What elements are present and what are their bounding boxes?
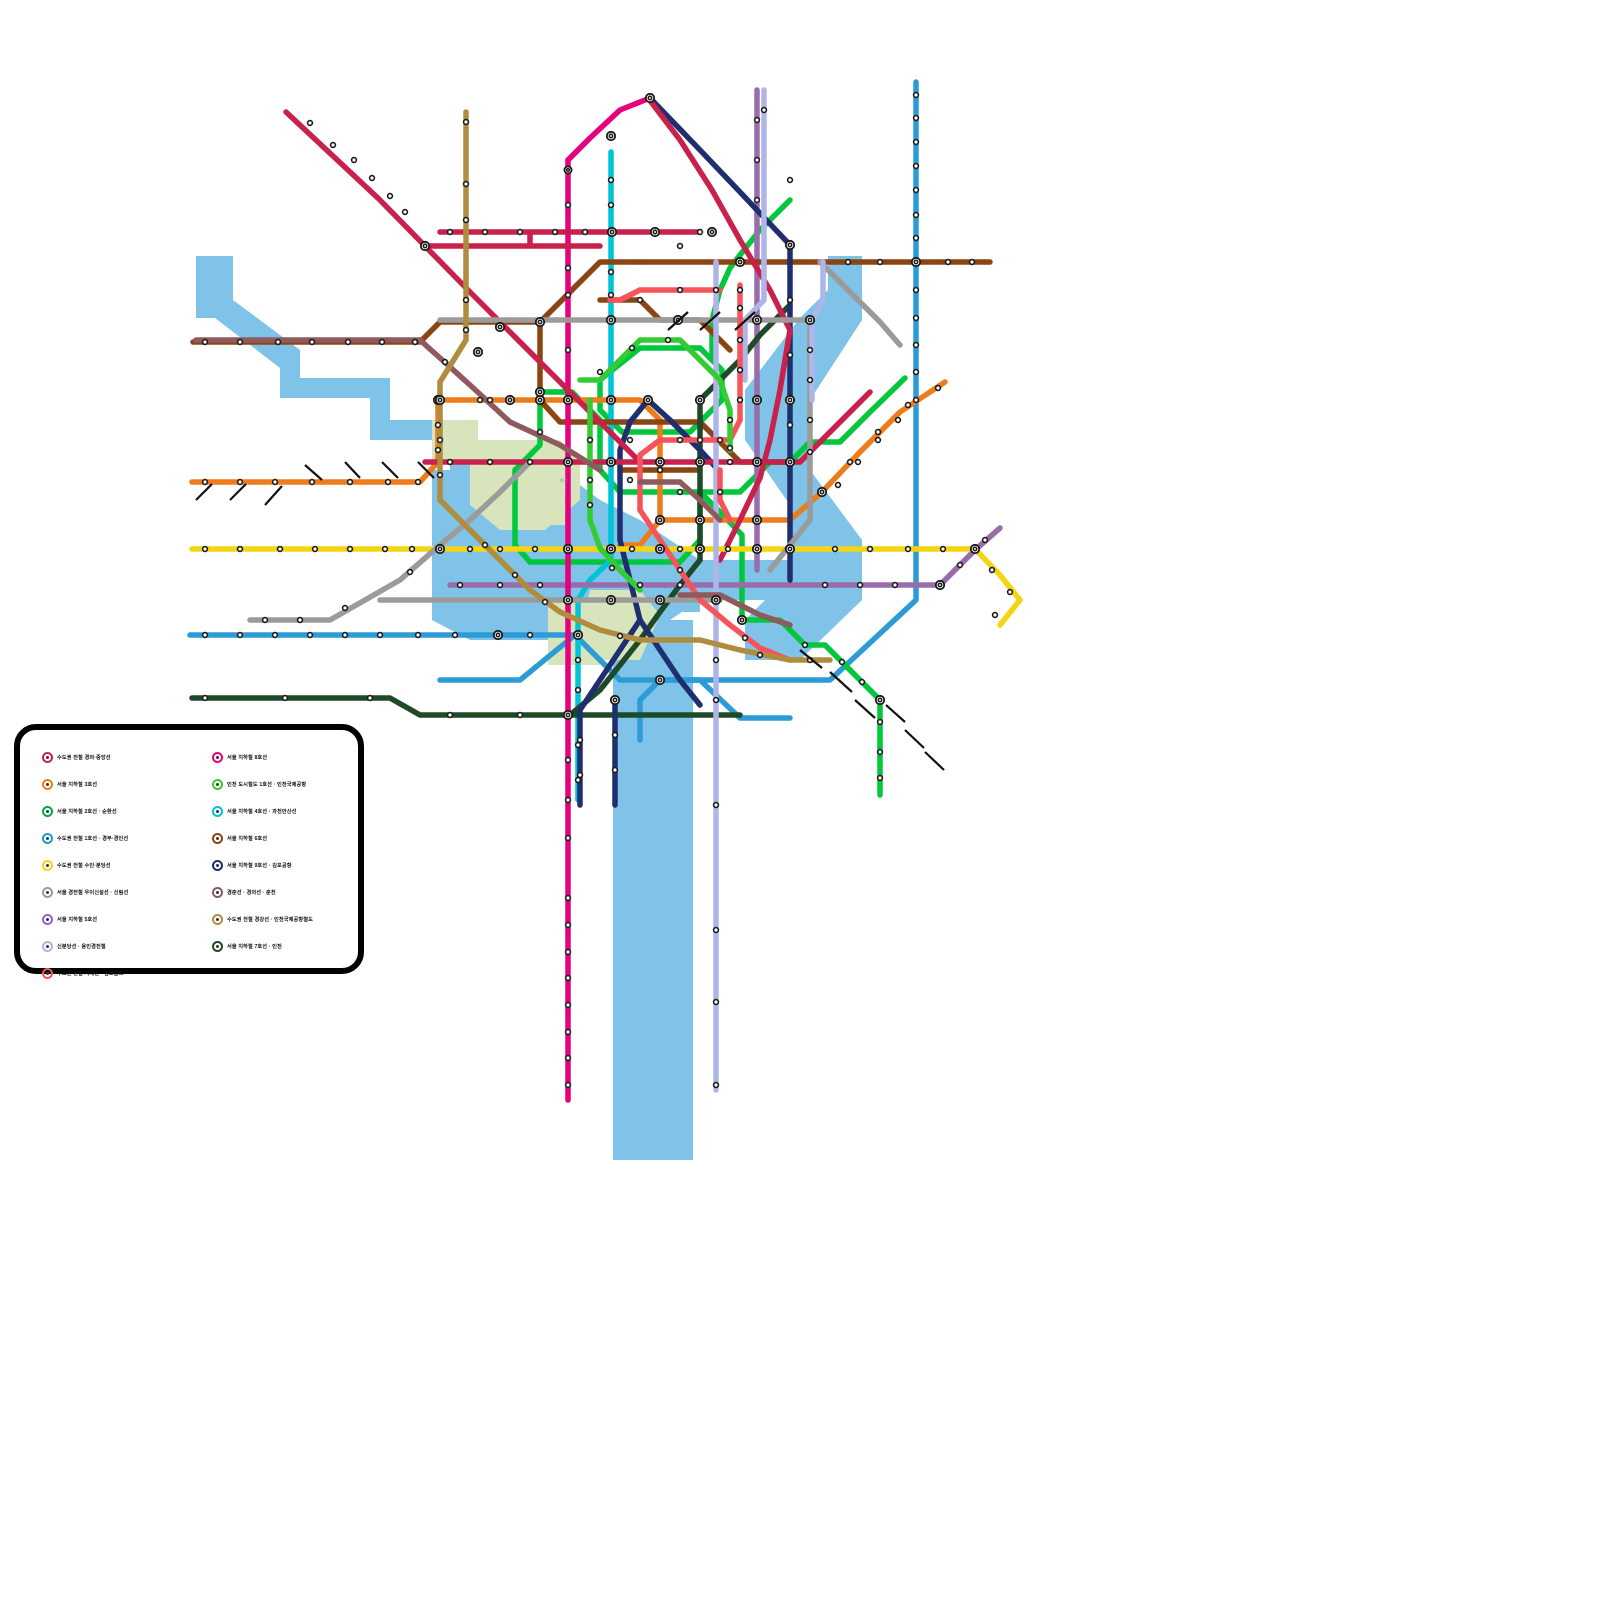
line-color-swatch-icon — [42, 833, 53, 844]
line-color-swatch-icon — [212, 752, 223, 763]
legend-label: 서울 지하철 9호선 · 김포공항 — [227, 863, 292, 869]
legend-item[interactable]: 서울 지하철 8호선 — [212, 744, 313, 771]
legend-label: 수도권 전철 수인·분당선 — [57, 863, 111, 869]
legend-item[interactable]: 경춘선 · 경의선 · 춘천 — [212, 879, 313, 906]
map-legend[interactable]: 수도권 전철 경의·중앙선 서울 지하철 3호선 서울 지하철 2호선 · 순환… — [14, 724, 364, 979]
legend-item[interactable]: 서울 지하철 2호선 · 순환선 — [42, 798, 128, 825]
line-color-swatch-icon — [42, 752, 53, 763]
line-color-swatch-icon — [42, 941, 53, 952]
legend-label: 수도권 전철 경의·중앙선 — [57, 755, 111, 761]
line-color-swatch-icon — [212, 860, 223, 871]
legend-item[interactable]: 신분당선 · 용인경전철 — [42, 933, 128, 960]
legend-label: 서울 지하철 7호선 · 인천 — [227, 944, 282, 950]
station-label-ticks — [195, 311, 945, 771]
legend-item[interactable]: 수도권 전철 1호선 · 경부·경인선 — [42, 825, 128, 852]
legend-label: 서울 지하철 2호선 · 순환선 — [57, 809, 117, 815]
line-color-swatch-icon — [212, 914, 223, 925]
legend-item[interactable]: 서울 지하철 9호선 · 김포공항 — [212, 852, 313, 879]
legend-item[interactable]: 수도권 전철 서해선 · 김포골드 — [42, 960, 128, 987]
line-color-swatch-icon — [212, 833, 223, 844]
legend-item[interactable]: 서울 경전철 우이신설선 · 신림선 — [42, 879, 128, 906]
line-color-swatch-icon — [212, 887, 223, 898]
legend-column-left: 수도권 전철 경의·중앙선 서울 지하철 3호선 서울 지하철 2호선 · 순환… — [42, 744, 128, 987]
legend-label: 수도권 전철 1호선 · 경부·경인선 — [57, 836, 129, 842]
legend-label: 서울 지하철 8호선 — [227, 755, 268, 761]
line-color-swatch-icon — [42, 914, 53, 925]
legend-item[interactable]: 수도권 전철 경강선 · 인천국제공항철도 — [212, 906, 313, 933]
line-color-swatch-icon — [42, 806, 53, 817]
legend-label: 수도권 전철 서해선 · 김포골드 — [57, 971, 124, 977]
legend-item[interactable]: 서울 지하철 4호선 · 과천안산선 — [212, 798, 313, 825]
line-color-swatch-icon — [42, 968, 53, 979]
legend-item[interactable]: 서울 지하철 7호선 · 인천 — [212, 933, 313, 960]
legend-label: 신분당선 · 용인경전철 — [57, 944, 106, 950]
legend-label: 서울 경전철 우이신설선 · 신림선 — [57, 890, 129, 896]
legend-label: 서울 지하철 5호선 — [57, 917, 98, 923]
station-markers[interactable] — [201, 91, 1014, 1089]
river-label: 한강 — [560, 477, 568, 483]
legend-item[interactable]: 인천 도시철도 1호선 · 인천국제공항 — [212, 771, 313, 798]
legend-item[interactable]: 수도권 전철 경의·중앙선 — [42, 744, 128, 771]
han-river — [196, 256, 862, 1160]
line-color-swatch-icon — [212, 806, 223, 817]
legend-label: 경춘선 · 경의선 · 춘천 — [227, 890, 276, 896]
line-color-swatch-icon — [42, 887, 53, 898]
legend-item[interactable]: 서울 지하철 3호선 — [42, 771, 128, 798]
legend-label: 서울 지하철 3호선 — [57, 782, 98, 788]
legend-label: 서울 지하철 4호선 · 과천안산선 — [227, 809, 297, 815]
legend-column-right: 서울 지하철 8호선 인천 도시철도 1호선 · 인천국제공항 서울 지하철 4… — [212, 744, 313, 960]
legend-label: 인천 도시철도 1호선 · 인천국제공항 — [227, 782, 307, 788]
line-color-swatch-icon — [212, 941, 223, 952]
legend-item[interactable]: 수도권 전철 수인·분당선 — [42, 852, 128, 879]
line-color-swatch-icon — [42, 860, 53, 871]
legend-label: 수도권 전철 경강선 · 인천국제공항철도 — [227, 917, 313, 923]
line-color-swatch-icon — [212, 779, 223, 790]
legend-item[interactable]: 서울 지하철 6호선 — [212, 825, 313, 852]
legend-item[interactable]: 서울 지하철 5호선 — [42, 906, 128, 933]
line-color-swatch-icon — [42, 779, 53, 790]
legend-label: 서울 지하철 6호선 — [227, 836, 268, 842]
